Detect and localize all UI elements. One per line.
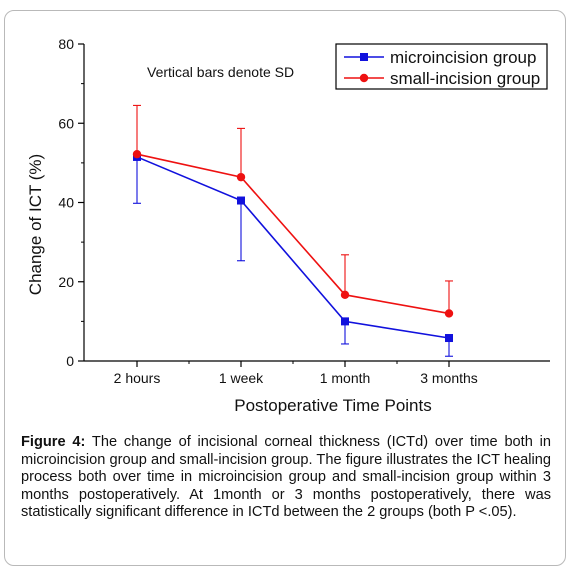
x-tick-label: 3 months — [420, 370, 478, 386]
legend-box — [335, 43, 548, 90]
legend-marker-circle — [359, 73, 369, 83]
y-tick-label: 20 — [58, 274, 74, 290]
legend-label: microincision group — [390, 48, 536, 67]
x-axis-label: Postoperative Time Points — [234, 396, 431, 415]
caption-text: The change of incisional corneal thickne… — [21, 434, 552, 521]
sd-annotation: Vertical bars denote SD — [147, 64, 294, 80]
series-line — [136, 156, 450, 339]
y-tick-label: 40 — [58, 195, 74, 211]
data-point-square — [237, 196, 245, 205]
line-chart: 0 20 40 60 80 2 hours 1 week 1 month 3 months Pos… — [26, 36, 550, 415]
y-tick-label: 0 — [66, 353, 74, 369]
figure-frame — [4, 10, 566, 566]
data-point-circle — [132, 149, 142, 159]
x-tick-label: 1 month — [320, 370, 371, 386]
figure-caption: Figure 4: The change of incisional corne… — [21, 434, 551, 522]
y-tick-label: 60 — [58, 115, 74, 131]
x-tick-label: 1 week — [219, 370, 264, 386]
data-point-square — [445, 334, 453, 343]
x-tick-label: 2 hours — [114, 370, 161, 386]
caption-label: Figure 4: — [21, 434, 86, 450]
data-point-square — [341, 317, 349, 326]
legend-marker-square — [360, 53, 368, 61]
y-tick-label: 80 — [58, 36, 74, 52]
data-point-circle — [444, 309, 454, 318]
series-line — [136, 153, 450, 315]
data-point-circle — [340, 290, 350, 300]
data-point-circle — [236, 172, 246, 182]
y-axis-label: Change of ICT (%) — [26, 154, 45, 295]
legend-label: small-incision group — [390, 69, 540, 88]
